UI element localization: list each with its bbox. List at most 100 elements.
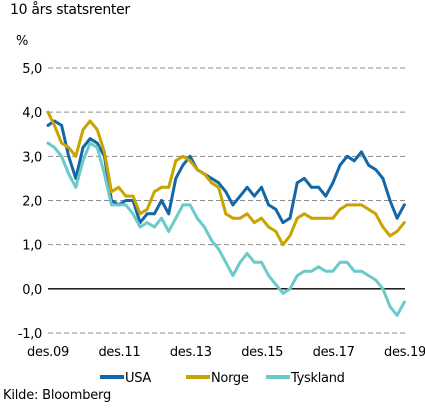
- legend-label: Norge: [211, 371, 249, 386]
- data-point: [210, 177, 213, 180]
- y-tick-label: 3,0: [22, 150, 42, 165]
- data-point: [367, 207, 370, 211]
- y-tick-label: 4,0: [22, 106, 42, 121]
- data-point: [310, 269, 313, 273]
- data-point: [103, 150, 106, 154]
- data-point: [138, 212, 142, 216]
- data-point: [138, 225, 142, 229]
- data-point: [274, 283, 278, 286]
- data-point: [53, 146, 56, 149]
- data-point: [131, 212, 135, 216]
- data-point: [167, 185, 171, 189]
- data-point: [331, 181, 335, 185]
- data-point: [402, 221, 406, 225]
- data-point: [88, 137, 92, 141]
- data-point: [167, 212, 171, 216]
- data-point: [95, 128, 99, 132]
- y-tick-label: -1,0: [18, 327, 42, 342]
- data-point: [67, 172, 71, 176]
- data-point: [60, 141, 63, 145]
- data-point: [181, 154, 185, 158]
- data-point: [288, 234, 292, 238]
- data-point: [360, 269, 363, 273]
- data-point: [295, 216, 299, 220]
- y-tick-label: 2,0: [22, 195, 42, 210]
- x-tick-label: des.13: [170, 345, 212, 360]
- data-point: [60, 124, 63, 127]
- data-point: [188, 154, 192, 158]
- data-point: [302, 177, 306, 180]
- data-point: [374, 212, 378, 216]
- data-point: [124, 199, 128, 202]
- legend: USA Norge Tyskland: [100, 371, 345, 386]
- data-point: [110, 203, 113, 207]
- data-point: [260, 260, 263, 264]
- data-point: [260, 216, 263, 220]
- data-point: [174, 159, 178, 163]
- data-point: [352, 203, 356, 207]
- data-point: [117, 203, 121, 207]
- data-point: [238, 260, 242, 264]
- data-point: [367, 274, 370, 277]
- x-axis-ticks: des.09 des.11 des.13 des.15 des.17 des.19: [27, 345, 425, 360]
- data-point: [145, 207, 149, 211]
- data-point: [395, 216, 399, 220]
- data-point: [374, 168, 378, 172]
- data-point: [295, 181, 299, 185]
- data-point: [181, 163, 185, 167]
- data-point: [117, 185, 121, 189]
- gridlines: [48, 67, 405, 334]
- data-point: [281, 243, 285, 247]
- data-point: [360, 150, 363, 154]
- data-point: [174, 177, 178, 180]
- data-point: [252, 194, 256, 198]
- data-point: [352, 159, 356, 163]
- data-point: [81, 146, 85, 149]
- chart-title: 10 års statsrenter: [10, 2, 130, 18]
- data-point: [274, 230, 278, 233]
- data-point: [260, 185, 263, 189]
- data-point: [402, 203, 406, 207]
- series-line: [46, 110, 406, 247]
- data-point: [238, 194, 242, 198]
- data-point: [153, 212, 156, 216]
- data-point: [267, 225, 270, 229]
- x-tick-label: des.17: [313, 345, 355, 360]
- data-point: [46, 110, 50, 114]
- legend-label: USA: [125, 371, 151, 386]
- data-point: [317, 185, 320, 189]
- data-point: [203, 172, 206, 176]
- data-point: [245, 185, 249, 189]
- series-tyskland: [46, 141, 406, 317]
- legend-item-usa: USA: [100, 371, 152, 386]
- data-point: [345, 154, 349, 158]
- data-point: [252, 221, 256, 225]
- data-point: [381, 177, 385, 180]
- data-point: [252, 260, 256, 264]
- data-point: [402, 300, 406, 304]
- data-point: [188, 159, 192, 163]
- data-point: [217, 185, 221, 189]
- data-point: [103, 172, 106, 176]
- y-axis-unit: %: [16, 34, 29, 49]
- data-point: [53, 124, 56, 127]
- data-point: [267, 203, 270, 207]
- data-point: [302, 269, 306, 273]
- data-point: [388, 199, 392, 202]
- data-point: [145, 221, 149, 225]
- data-point: [124, 194, 128, 198]
- data-point: [195, 168, 199, 172]
- data-point: [167, 230, 171, 233]
- data-point: [288, 216, 292, 220]
- data-point: [188, 203, 192, 207]
- data-point: [274, 207, 278, 211]
- data-point: [224, 190, 228, 194]
- data-point: [131, 194, 135, 198]
- data-point: [245, 252, 249, 255]
- data-point: [181, 203, 185, 207]
- data-point: [324, 194, 328, 198]
- data-point: [338, 207, 342, 211]
- data-point: [210, 181, 213, 185]
- series-lines: [46, 110, 406, 317]
